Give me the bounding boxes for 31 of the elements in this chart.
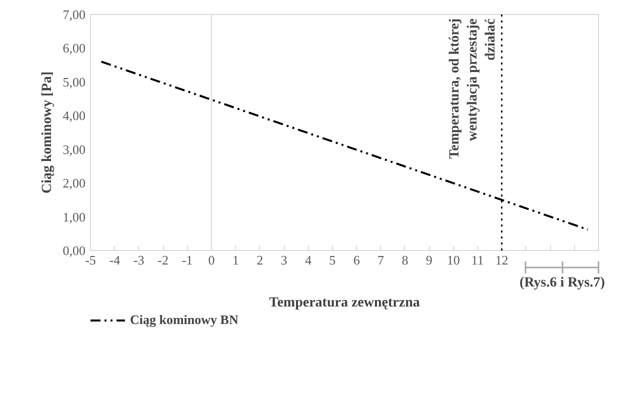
ref-line-label: Temperatura, od której wentylacja przestaje działać — [448, 18, 499, 159]
x-tick-label: 6 — [353, 252, 360, 268]
y-tick-label: 2,00 — [62, 176, 86, 191]
text: (Rys.6 i Rys.7) — [520, 276, 606, 290]
x-tick-label: 10 — [446, 252, 460, 268]
y-tick-label: 7,00 — [62, 7, 86, 22]
y-tick-label: 0,00 — [62, 243, 86, 258]
x-tick-label: 1 — [232, 252, 239, 268]
x-tick-label: 2 — [256, 252, 264, 268]
x-tick-label: 3 — [280, 252, 288, 268]
x-tick-label: 4 — [304, 252, 312, 268]
x-tick-label: 8 — [402, 252, 408, 268]
x-tick-label: -4 — [109, 252, 121, 268]
y-axis-title: Ciąg kominowy [Pa] — [40, 71, 55, 194]
y-tick-label: 3,00 — [62, 142, 86, 157]
x-tick-label: -3 — [133, 252, 144, 268]
x-tick-label: 0 — [208, 252, 215, 268]
y-tick-label: 4,00 — [62, 108, 86, 124]
x-tick-label: -1 — [182, 252, 193, 268]
x-tick-label: 7 — [378, 252, 385, 268]
x-tick-label: -2 — [158, 252, 168, 268]
legend-label: Ciąg kominowy BN — [130, 312, 238, 328]
x-tick-label: 9 — [426, 252, 432, 268]
x-tick-label: 12 — [495, 252, 508, 268]
x-axis-title: Temperatura zewnętrzna — [269, 296, 420, 310]
y-tick-label: 6,00 — [62, 40, 86, 56]
x-tick-label: -5 — [85, 252, 96, 268]
x-tick-label: 11 — [471, 252, 484, 268]
y-tick-label: 5,00 — [62, 74, 86, 90]
y-tick-label: 1,00 — [62, 209, 86, 224]
x-tick-label: 5 — [329, 252, 336, 268]
